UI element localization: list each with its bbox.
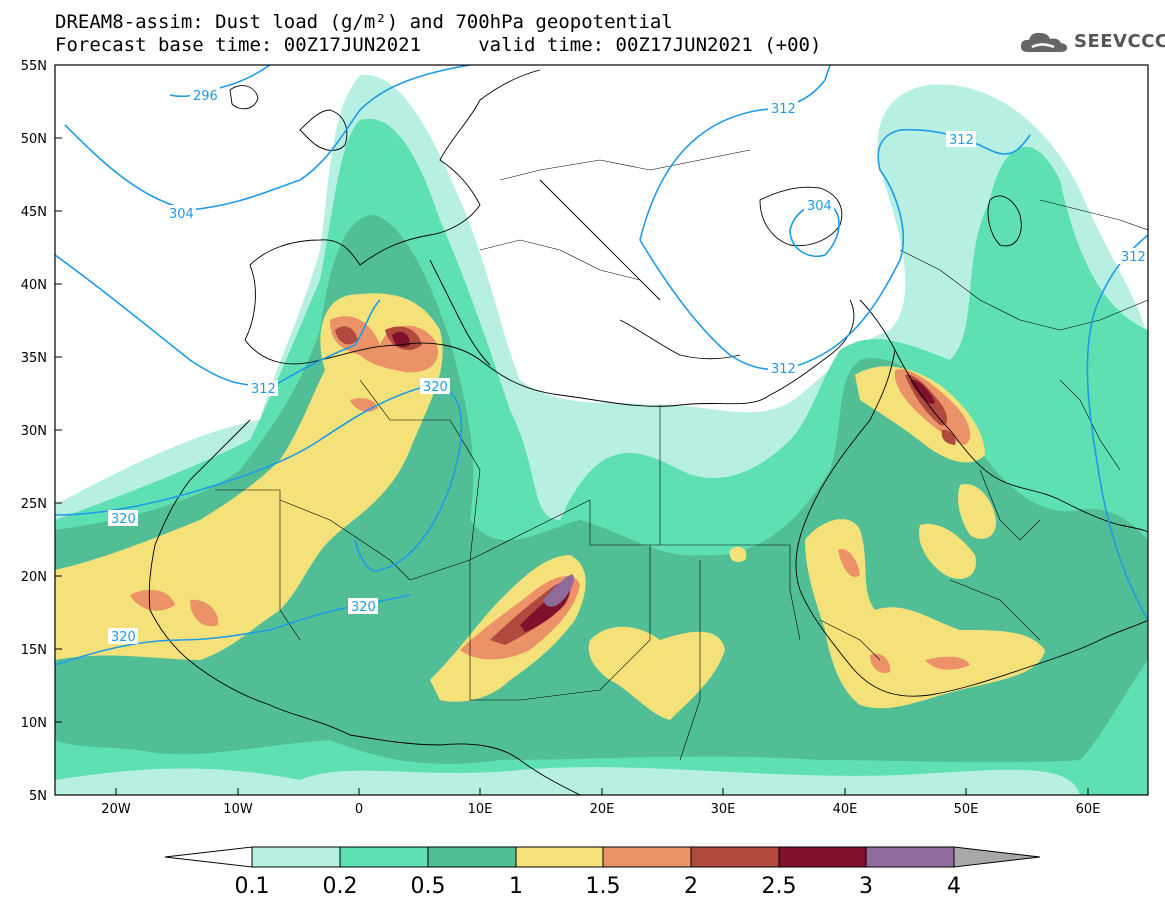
lon-tick: 0 xyxy=(355,788,363,817)
contour-label: 304 xyxy=(169,207,194,222)
lon-label: 20W xyxy=(101,802,131,817)
colorbar-tick-label: 3 xyxy=(859,874,873,899)
longitude-axis: 20W 10W 0 10E 20E 30E 40E 50E 60E xyxy=(101,788,1100,817)
lat-tick: 45N xyxy=(21,205,62,220)
lat-tick: 30N xyxy=(21,424,62,439)
contour-label: 296 xyxy=(193,89,218,104)
contour-label: 320 xyxy=(423,380,448,395)
lon-tick: 40E xyxy=(833,788,858,817)
colorbar-arrow-low xyxy=(164,846,253,868)
colorbar-segment xyxy=(515,846,604,868)
lon-label: 10W xyxy=(223,802,253,817)
lat-label: 35N xyxy=(21,351,47,366)
lat-tick: 20N xyxy=(21,570,62,585)
colorbar-labels: 0.1 0.2 0.5 1 1.5 2 2.5 3 4 xyxy=(235,874,962,899)
dust-area-3 xyxy=(543,574,574,607)
lat-tick: 35N xyxy=(21,351,62,366)
lat-label: 10N xyxy=(21,716,47,731)
lon-tick: 20E xyxy=(590,788,615,817)
contour-label: 312 xyxy=(1121,250,1146,265)
colorbar-tick-label: 1 xyxy=(509,874,523,899)
seevccc-logo: SEEVCCC xyxy=(1018,28,1165,54)
colorbar-tick-label: 0.5 xyxy=(411,874,446,899)
lat-label: 25N xyxy=(21,497,47,512)
lon-label: 0 xyxy=(355,802,363,817)
colorbar-tick-label: 0.2 xyxy=(323,874,358,899)
lon-label: 10E xyxy=(468,802,493,817)
colorbar-tick-label: 4 xyxy=(947,874,961,899)
colorbar-segment xyxy=(778,846,867,868)
lat-label: 45N xyxy=(21,205,47,220)
contour-312-central xyxy=(639,65,831,241)
lat-label: 20N xyxy=(21,570,47,585)
lon-tick: 20W xyxy=(101,788,131,817)
lat-tick: 5N xyxy=(29,789,62,804)
lat-label: 40N xyxy=(21,278,47,293)
lat-tick: 40N xyxy=(21,278,62,293)
lon-label: 40E xyxy=(833,802,858,817)
contour-304-west xyxy=(64,65,471,211)
contour-label: 312 xyxy=(251,382,276,397)
map-title: DREAM8-assim: Dust load (g/m²) and 700hP… xyxy=(55,11,673,33)
colorbar-tick-label: 0.1 xyxy=(235,874,270,899)
lon-label: 30E xyxy=(711,802,736,817)
colorbar-tick-label: 1.5 xyxy=(586,874,621,899)
lat-tick: 10N xyxy=(21,716,62,731)
lat-tick: 25N xyxy=(21,497,62,512)
lat-label: 15N xyxy=(21,643,47,658)
lat-label: 5N xyxy=(29,789,47,804)
colorbar-segment xyxy=(339,846,429,868)
lat-tick: 15N xyxy=(21,643,62,658)
lon-tick: 10E xyxy=(468,788,493,817)
contour-296 xyxy=(169,65,271,98)
colorbar-segment xyxy=(690,846,780,868)
cloud-icon xyxy=(1020,32,1068,52)
lat-tick: 55N xyxy=(21,59,62,74)
lat-label: 55N xyxy=(21,59,47,74)
lat-label: 30N xyxy=(21,424,47,439)
geopotential-contours xyxy=(55,65,1148,666)
lat-label: 50N xyxy=(21,132,47,147)
logo-text: SEEVCCC xyxy=(1074,30,1165,52)
contour-label: 320 xyxy=(111,512,136,527)
colorbar-segment xyxy=(427,846,517,868)
colorbar-tick-label: 2 xyxy=(684,874,698,899)
contour-label: 312 xyxy=(949,133,974,148)
coastlines xyxy=(148,69,1148,795)
lon-tick: 50E xyxy=(954,788,979,817)
contour-label: 312 xyxy=(771,102,796,117)
country-borders xyxy=(215,149,1148,761)
lon-tick: 30E xyxy=(711,788,736,817)
contour-312-east xyxy=(1086,234,1148,621)
colorbar-legend: 0.1 0.2 0.5 1 1.5 2 2.5 3 4 xyxy=(164,846,1041,899)
contour-label: 312 xyxy=(771,362,796,377)
colorbar-segment xyxy=(602,846,692,868)
lon-label: 60E xyxy=(1076,802,1101,817)
latitude-axis: 55N 50N 45N 40N 35N 30N 25N 20N 15N 10N … xyxy=(21,59,62,804)
contour-label: 320 xyxy=(351,600,376,615)
lon-tick: 10W xyxy=(223,788,253,817)
colorbar-segment xyxy=(865,846,955,868)
dust-fields xyxy=(55,74,1148,795)
colorbar-arrow-high xyxy=(953,846,1041,868)
lon-label: 20E xyxy=(590,802,615,817)
colorbar-tick-label: 2.5 xyxy=(762,874,797,899)
lon-label: 50E xyxy=(954,802,979,817)
contour-labels: 296 304 312 312 312 304 312 312 320 320 … xyxy=(108,87,1148,645)
lon-tick: 60E xyxy=(1076,788,1101,817)
contour-label: 304 xyxy=(807,199,832,214)
map-subtitle: Forecast base time: 00Z17JUN2021 valid t… xyxy=(55,34,822,56)
lat-tick: 50N xyxy=(21,132,62,147)
colorbar-segment xyxy=(251,846,341,868)
contour-label: 320 xyxy=(111,630,136,645)
